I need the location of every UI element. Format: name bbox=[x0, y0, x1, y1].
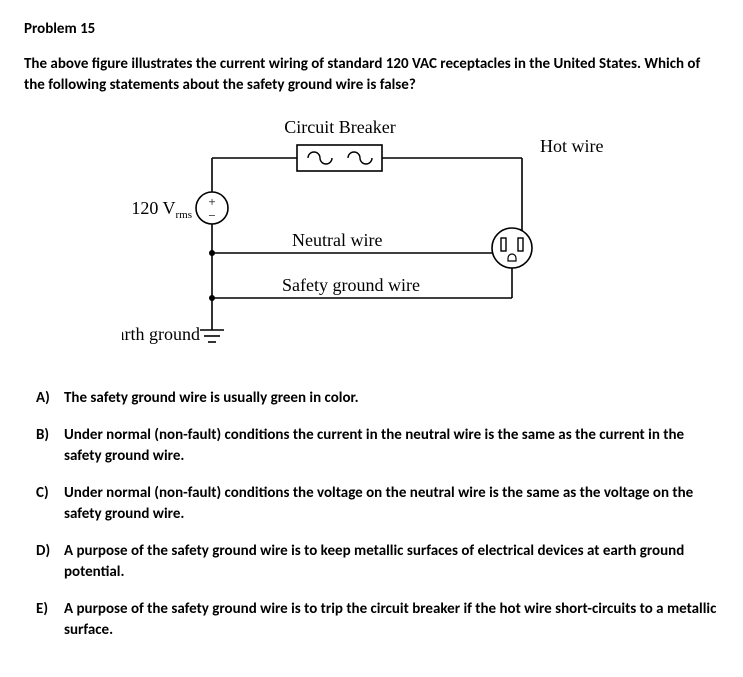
safety-label: Safety ground wire bbox=[282, 275, 420, 295]
option-letter: D) bbox=[24, 541, 64, 583]
option-b: B) Under normal (non-fault) conditions t… bbox=[24, 425, 719, 467]
hot-label: Hot wire bbox=[540, 136, 603, 156]
option-text: The safety ground wire is usually green … bbox=[64, 388, 719, 409]
option-letter: E) bbox=[24, 599, 64, 641]
option-letter: C) bbox=[24, 483, 64, 525]
source-minus: − bbox=[208, 208, 215, 223]
option-d: D) A purpose of the safety ground wire i… bbox=[24, 541, 719, 583]
earth-label: Earth ground bbox=[122, 324, 200, 344]
problem-title: Problem 15 bbox=[24, 20, 719, 38]
neutral-label: Neutral wire bbox=[292, 230, 382, 250]
option-e: E) A purpose of the safety ground wire i… bbox=[24, 599, 719, 641]
breaker-label: Circuit Breaker bbox=[284, 117, 395, 137]
source-label: 120 Vrms bbox=[131, 198, 192, 221]
option-text: A purpose of the safety ground wire is t… bbox=[64, 599, 719, 641]
option-text: A purpose of the safety ground wire is t… bbox=[64, 541, 719, 583]
option-letter: B) bbox=[24, 425, 64, 467]
options-list: A) The safety ground wire is usually gre… bbox=[24, 388, 719, 641]
option-a: A) The safety ground wire is usually gre… bbox=[24, 388, 719, 409]
question-text: The above figure illustrates the current… bbox=[24, 54, 719, 96]
circuit-diagram: + − 120 Vrms bbox=[122, 108, 622, 368]
option-c: C) Under normal (non-fault) conditions t… bbox=[24, 483, 719, 525]
option-letter: A) bbox=[24, 388, 64, 409]
source-plus: + bbox=[208, 194, 215, 209]
option-text: Under normal (non-fault) conditions the … bbox=[64, 483, 719, 525]
option-text: Under normal (non-fault) conditions the … bbox=[64, 425, 719, 467]
